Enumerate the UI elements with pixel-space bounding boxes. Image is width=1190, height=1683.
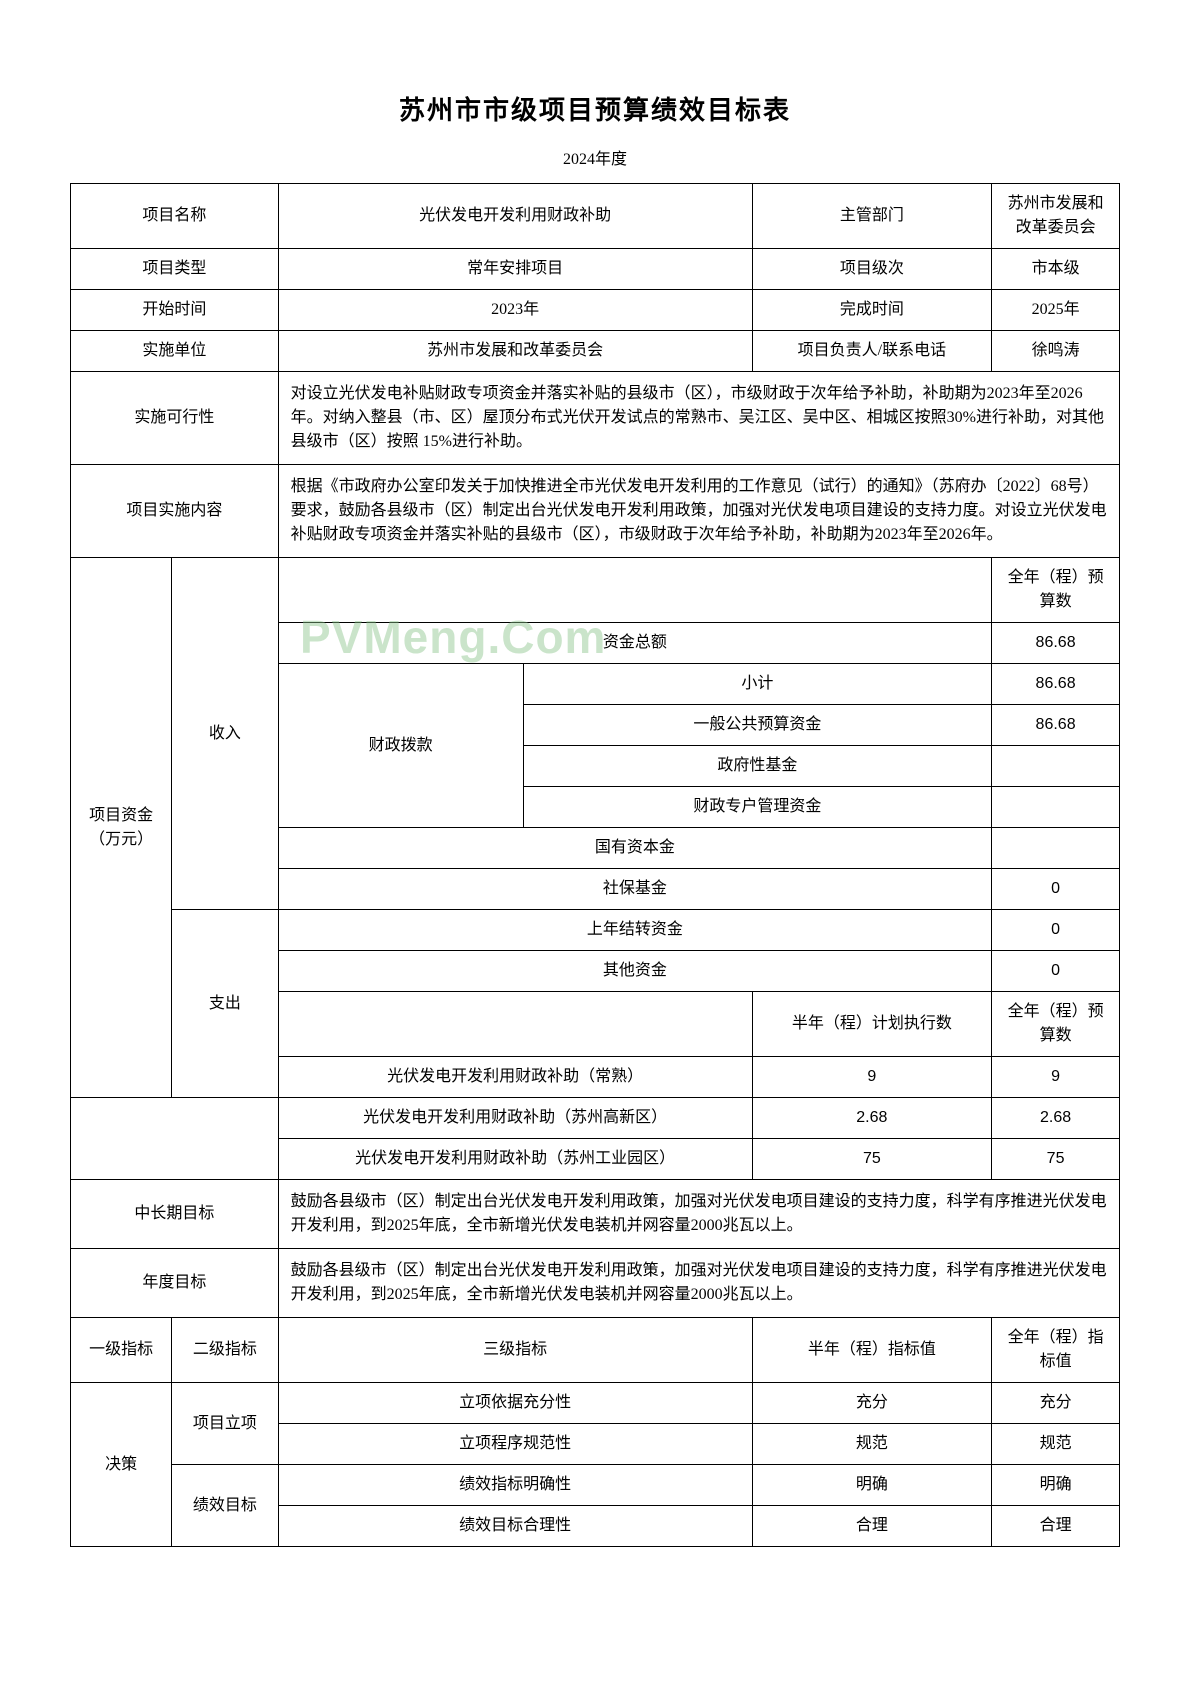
label-level2: 二级指标 [172,1318,279,1383]
spending-item-2-half: 75 [752,1139,992,1180]
value-contact: 徐鸣涛 [992,331,1120,372]
label-dept: 主管部门 [752,184,992,249]
label-end-time: 完成时间 [752,290,992,331]
value-project-name: 光伏发电开发利用财政补助 [278,184,752,249]
indicator-row-2-full: 明确 [992,1465,1120,1506]
spending-item-1: 光伏发电开发利用财政补助（苏州高新区） [278,1098,752,1139]
blank-cell [278,558,992,623]
label-funds: 项目资金（万元） [71,558,172,1098]
label-social-fund: 社保基金 [278,869,992,910]
indicator-row-1-half: 规范 [752,1424,992,1465]
value-project-level: 市本级 [992,249,1120,290]
value-carryover: 0 [992,910,1120,951]
indicator-row-0-full: 充分 [992,1383,1120,1424]
value-state-capital [992,828,1120,869]
indicator-row-0-half: 充分 [752,1383,992,1424]
value-annual-goal: 鼓励各县级市（区）制定出台光伏发电开发利用政策，加强对光伏发电项目建设的支持力度… [278,1249,1119,1318]
label-carryover: 上年结转资金 [278,910,992,951]
spending-item-2-full: 75 [992,1139,1120,1180]
value-start-time: 2023年 [278,290,752,331]
label-special-account: 财政专户管理资金 [523,787,992,828]
spending-item-1-full: 2.68 [992,1098,1120,1139]
label-midterm-goal: 中长期目标 [71,1180,279,1249]
label-state-capital: 国有资本金 [278,828,992,869]
label-spending: 支出 [172,910,279,1098]
indicator-row-1-l3: 立项程序规范性 [278,1424,752,1465]
indicator-row-0-l3: 立项依据充分性 [278,1383,752,1424]
indicator-row-2-half: 明确 [752,1465,992,1506]
value-feasibility: 对设立光伏发电补贴财政专项资金并落实补贴的县级市（区），市级财政于次年给予补助，… [278,372,1119,465]
blank-spending-name [278,992,752,1057]
spending-item-0-full: 9 [992,1057,1120,1098]
label-start-time: 开始时间 [71,290,279,331]
spending-item-1-half: 2.68 [752,1098,992,1139]
value-dept: 苏州市发展和改革委员会 [992,184,1120,249]
value-general-budget: 86.68 [992,705,1120,746]
label-annual-goal: 年度目标 [71,1249,279,1318]
value-end-time: 2025年 [992,290,1120,331]
label-project-name: 项目名称 [71,184,279,249]
spending-item-0-half: 9 [752,1057,992,1098]
label-subtotal: 小计 [523,664,992,705]
label-content: 项目实施内容 [71,465,279,558]
value-project-type: 常年安排项目 [278,249,752,290]
label-income: 收入 [172,558,279,910]
label-fiscal: 财政拨款 [278,664,523,828]
indicator-row-3-half: 合理 [752,1506,992,1547]
indicator-row-3-l3: 绩效目标合理性 [278,1506,752,1547]
label-project-type: 项目类型 [71,249,279,290]
spending-item-0: 光伏发电开发利用财政补助（常熟） [278,1057,752,1098]
label-feasibility: 实施可行性 [71,372,279,465]
label-project-level: 项目级次 [752,249,992,290]
label-impl-unit: 实施单位 [71,331,279,372]
value-subtotal: 86.68 [992,664,1120,705]
label-full-year-budget: 全年（程）预算数 [992,558,1120,623]
indicator-row-2-l3: 绩效指标明确性 [278,1465,752,1506]
value-midterm-goal: 鼓励各县级市（区）制定出台光伏发电开发利用政策，加强对光伏发电项目建设的支持力度… [278,1180,1119,1249]
indicator-row-3-full: 合理 [992,1506,1120,1547]
label-half-year-exec: 半年（程）计划执行数 [752,992,992,1057]
label-full-indicator: 全年（程）指标值 [992,1318,1120,1383]
label-gov-fund: 政府性基金 [523,746,992,787]
level2-proj-setup: 项目立项 [172,1383,279,1465]
value-content: 根据《市政府办公室印发关于加快推进全市光伏发电开发利用的工作意见（试行）的通知》… [278,465,1119,558]
label-half-indicator: 半年（程）指标值 [752,1318,992,1383]
spending-item-2: 光伏发电开发利用财政补助（苏州工业园区） [278,1139,752,1180]
label-total-funds: 资金总额 [278,623,992,664]
label-level1: 一级指标 [71,1318,172,1383]
value-social-fund: 0 [992,869,1120,910]
page-subtitle: 2024年度 [70,145,1120,169]
value-gov-fund [992,746,1120,787]
indicator-row-1-full: 规范 [992,1424,1120,1465]
label-full-year-budget2: 全年（程）预算数 [992,992,1120,1057]
page-title: 苏州市市级项目预算绩效目标表 [70,90,1120,127]
level1-decision: 决策 [71,1383,172,1547]
label-level3: 三级指标 [278,1318,752,1383]
value-impl-unit: 苏州市发展和改革委员会 [278,331,752,372]
label-other-funds: 其他资金 [278,951,992,992]
value-special-account [992,787,1120,828]
level2-perf-goal: 绩效目标 [172,1465,279,1547]
label-contact: 项目负责人/联系电话 [752,331,992,372]
value-total-funds: 86.68 [992,623,1120,664]
budget-table: 项目名称 光伏发电开发利用财政补助 主管部门 苏州市发展和改革委员会 项目类型 … [70,183,1120,1547]
value-other-funds: 0 [992,951,1120,992]
label-general-budget: 一般公共预算资金 [523,705,992,746]
